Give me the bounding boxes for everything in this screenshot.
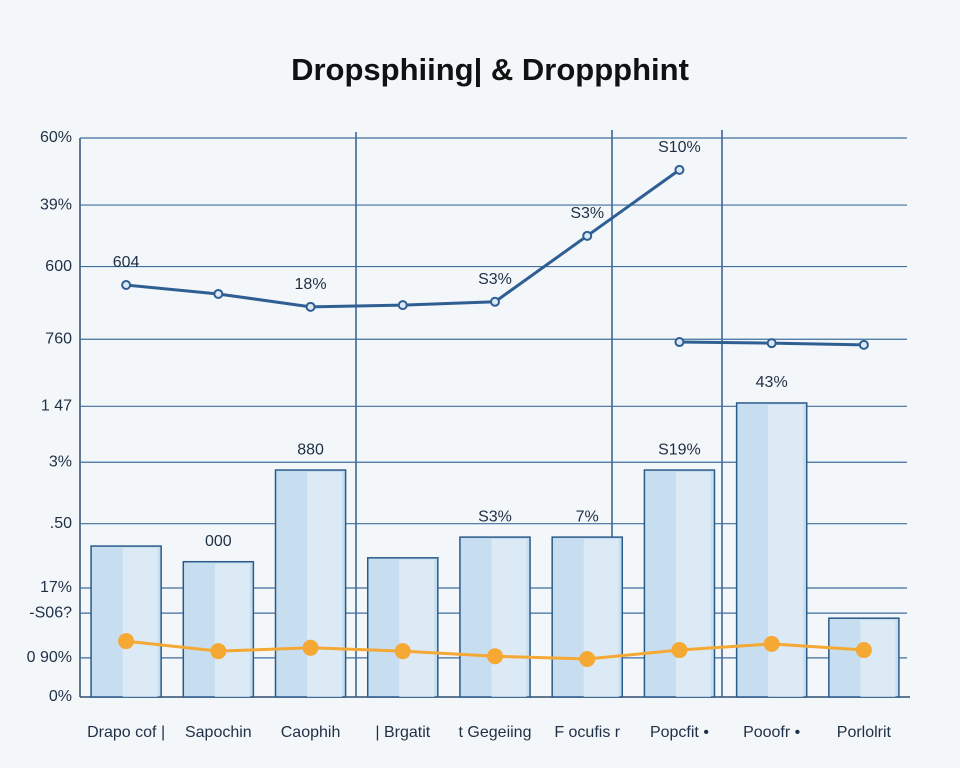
y-tick-label: 0 90% [27,649,72,666]
bar-shine [860,620,896,697]
line-point [394,643,411,660]
bar-shine [214,563,250,697]
line-point [121,280,132,291]
line-point [674,164,685,175]
bar-label: 7% [576,508,599,525]
line-point [305,301,316,312]
y-tick-label: 1 47 [41,398,72,415]
bar-label: S19% [658,441,701,458]
bar-label: 880 [297,441,324,458]
line-label: S3% [570,205,604,222]
bar-label: 43% [756,374,788,391]
line-point [858,339,869,350]
line-point [766,338,777,349]
bar-shine [399,559,435,697]
bar-shine [675,472,711,697]
y-tick-label: 3% [49,453,72,470]
bar-shine [768,404,804,697]
bar-shine [583,539,619,697]
x-tick-label: F ocufis r [554,724,620,741]
line-point [397,300,408,311]
x-tick-label: Pooofr • [743,724,800,741]
line-point [118,633,135,650]
line-label: S10% [658,139,701,156]
x-tick-label: t Gegeiing [459,724,532,741]
y-tick-label: 60% [40,129,72,146]
x-tick-label: | Brgatit [375,724,430,741]
line-label: 604 [113,254,140,271]
line-point [671,642,688,659]
chart-title: Dropsphiing| & Droppphint [291,52,689,87]
y-tick-label: -S06? [29,604,72,621]
x-tick-label: Porlolrit [837,724,892,741]
line-point [674,337,685,348]
y-tick-label: 0% [49,688,72,705]
y-tick-label: 600 [45,258,72,275]
line-point [487,648,503,665]
line-point [490,296,500,307]
line-label: 18% [295,276,327,293]
y-tick-label: .50 [50,515,72,532]
y-tick-label: 39% [40,196,72,213]
line-point [210,643,227,660]
y-tick-label: 17% [40,579,72,596]
line-point [213,288,224,299]
bar-shine [307,472,343,697]
y-tick-label: 760 [45,330,72,347]
line-point [302,639,319,656]
x-tick-label: Sapochin [185,724,252,741]
x-tick-label: Drapo cof | [87,724,165,741]
bar-shine [491,539,527,697]
line-point [855,642,872,659]
line-point [579,650,596,667]
line-label: S3% [478,271,512,288]
x-tick-label: Popcfit • [650,724,709,741]
bar-label: 000 [205,533,232,550]
bar-shine [122,548,158,697]
line-point [763,635,780,652]
bar-label: S3% [478,508,512,525]
line-point [582,230,593,241]
plot: 0% 0 90% -S06? 17% .50 3% 1 47 760 600 39% 60% Drap… [27,129,907,741]
x-tick-label: Caophih [281,724,341,741]
